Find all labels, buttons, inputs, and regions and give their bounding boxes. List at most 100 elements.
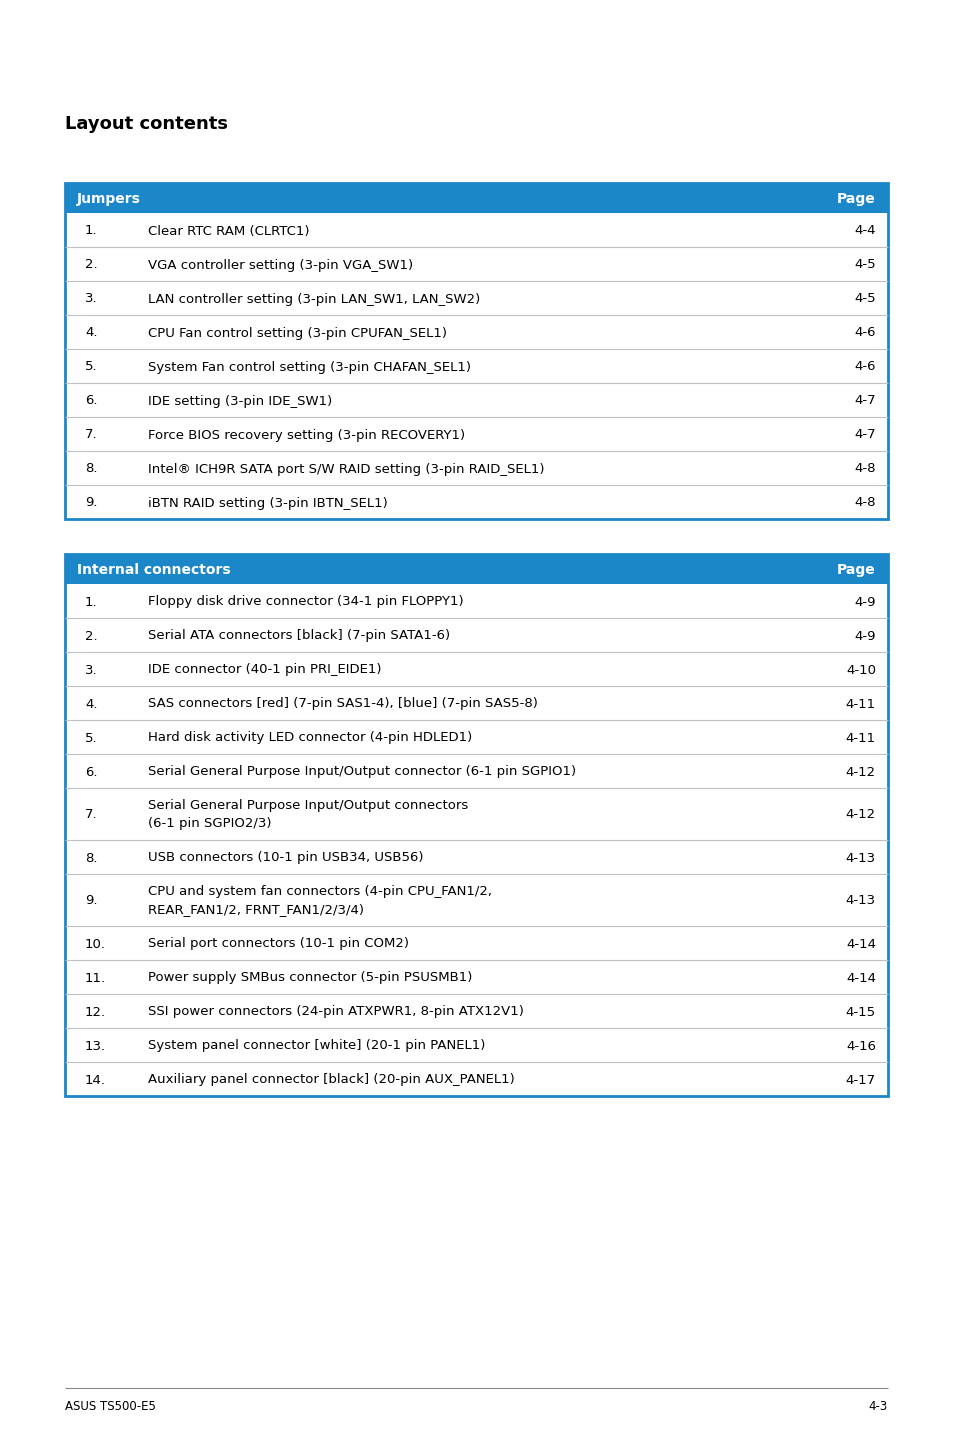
Text: 4-12: 4-12 xyxy=(845,765,875,778)
Text: 4-15: 4-15 xyxy=(845,1005,875,1018)
Text: 5.: 5. xyxy=(85,361,97,374)
Text: SAS connectors [red] (7-pin SAS1-4), [blue] (7-pin SAS5-8): SAS connectors [red] (7-pin SAS1-4), [bl… xyxy=(148,697,537,710)
Text: 5.: 5. xyxy=(85,732,97,745)
Text: 4-3: 4-3 xyxy=(868,1401,887,1414)
Text: 6.: 6. xyxy=(85,394,97,407)
Bar xyxy=(65,452,887,485)
Text: 4-13: 4-13 xyxy=(845,851,875,864)
Text: 4-9: 4-9 xyxy=(854,595,875,608)
Text: 8.: 8. xyxy=(85,851,97,864)
Text: 9.: 9. xyxy=(85,894,97,907)
Text: System Fan control setting (3-pin CHAFAN_SEL1): System Fan control setting (3-pin CHAFAN… xyxy=(148,361,471,374)
Text: 1.: 1. xyxy=(85,224,97,237)
Bar xyxy=(65,874,887,926)
Text: iBTN RAID setting (3-pin IBTN_SEL1): iBTN RAID setting (3-pin IBTN_SEL1) xyxy=(148,496,387,509)
Text: 4-5: 4-5 xyxy=(854,292,875,305)
Text: Serial ATA connectors [black] (7-pin SATA1-6): Serial ATA connectors [black] (7-pin SAT… xyxy=(148,630,450,643)
Bar xyxy=(65,754,887,788)
Text: 2.: 2. xyxy=(85,259,97,272)
Text: 4-13: 4-13 xyxy=(845,894,875,907)
Text: Serial port connectors (10-1 pin COM2): Serial port connectors (10-1 pin COM2) xyxy=(148,938,409,951)
Text: 10.: 10. xyxy=(85,938,106,951)
Bar xyxy=(65,618,887,651)
Bar xyxy=(65,554,887,1096)
Text: 1.: 1. xyxy=(85,595,97,608)
Text: 9.: 9. xyxy=(85,496,97,509)
Text: Hard disk activity LED connector (4-pin HDLED1): Hard disk activity LED connector (4-pin … xyxy=(148,732,472,745)
Text: 8.: 8. xyxy=(85,463,97,476)
Text: System panel connector [white] (20-1 pin PANEL1): System panel connector [white] (20-1 pin… xyxy=(148,1040,485,1053)
Text: 4-8: 4-8 xyxy=(854,463,875,476)
Text: Page: Page xyxy=(837,564,875,577)
Bar xyxy=(65,485,887,519)
Text: 7.: 7. xyxy=(85,429,97,441)
Text: 12.: 12. xyxy=(85,1005,106,1018)
Text: Page: Page xyxy=(837,193,875,206)
Text: LAN controller setting (3-pin LAN_SW1, LAN_SW2): LAN controller setting (3-pin LAN_SW1, L… xyxy=(148,292,479,305)
Bar xyxy=(65,994,887,1028)
Text: 13.: 13. xyxy=(85,1040,106,1053)
Text: Clear RTC RAM (CLRTC1): Clear RTC RAM (CLRTC1) xyxy=(148,224,309,237)
Text: Internal connectors: Internal connectors xyxy=(77,564,231,577)
Text: 4-6: 4-6 xyxy=(854,326,875,339)
Text: ASUS TS500-E5: ASUS TS500-E5 xyxy=(65,1401,155,1414)
Bar xyxy=(65,247,887,280)
Text: Power supply SMBus connector (5-pin PSUSMB1): Power supply SMBus connector (5-pin PSUS… xyxy=(148,972,472,985)
Text: 4-9: 4-9 xyxy=(854,630,875,643)
Text: Force BIOS recovery setting (3-pin RECOVERY1): Force BIOS recovery setting (3-pin RECOV… xyxy=(148,429,465,441)
Text: Auxiliary panel connector [black] (20-pin AUX_PANEL1): Auxiliary panel connector [black] (20-pi… xyxy=(148,1074,515,1087)
Text: Floppy disk drive connector (34-1 pin FLOPPY1): Floppy disk drive connector (34-1 pin FL… xyxy=(148,595,463,608)
Text: CPU and system fan connectors (4-pin CPU_FAN1/2,
REAR_FAN1/2, FRNT_FAN1/2/3/4): CPU and system fan connectors (4-pin CPU… xyxy=(148,886,492,916)
Text: 11.: 11. xyxy=(85,972,106,985)
Text: Serial General Purpose Input/Output connector (6-1 pin SGPIO1): Serial General Purpose Input/Output conn… xyxy=(148,765,576,778)
Bar xyxy=(65,349,887,383)
Text: 4-10: 4-10 xyxy=(845,663,875,676)
Text: 2.: 2. xyxy=(85,630,97,643)
Text: 3.: 3. xyxy=(85,292,97,305)
Bar xyxy=(65,315,887,349)
Text: 4.: 4. xyxy=(85,697,97,710)
Text: USB connectors (10-1 pin USB34, USB56): USB connectors (10-1 pin USB34, USB56) xyxy=(148,851,423,864)
Text: 6.: 6. xyxy=(85,765,97,778)
Text: Jumpers: Jumpers xyxy=(77,193,141,206)
Bar xyxy=(65,926,887,961)
Bar xyxy=(65,383,887,417)
Text: 4-17: 4-17 xyxy=(845,1074,875,1087)
Text: 4.: 4. xyxy=(85,326,97,339)
Text: 4-6: 4-6 xyxy=(854,361,875,374)
Text: 4-11: 4-11 xyxy=(845,697,875,710)
Text: VGA controller setting (3-pin VGA_SW1): VGA controller setting (3-pin VGA_SW1) xyxy=(148,259,413,272)
Text: 4-7: 4-7 xyxy=(854,394,875,407)
Text: 4-12: 4-12 xyxy=(845,808,875,821)
Text: 4-8: 4-8 xyxy=(854,496,875,509)
Bar xyxy=(65,417,887,452)
Bar xyxy=(65,280,887,315)
Bar xyxy=(65,584,887,618)
Text: 7.: 7. xyxy=(85,808,97,821)
Bar xyxy=(65,961,887,994)
Bar xyxy=(65,720,887,754)
Text: SSI power connectors (24-pin ATXPWR1, 8-pin ATX12V1): SSI power connectors (24-pin ATXPWR1, 8-… xyxy=(148,1005,523,1018)
Bar xyxy=(65,840,887,874)
Bar xyxy=(65,1028,887,1063)
Text: 4-5: 4-5 xyxy=(854,259,875,272)
Bar xyxy=(65,788,887,840)
Text: 4-7: 4-7 xyxy=(854,429,875,441)
Bar xyxy=(65,1063,887,1096)
Text: IDE connector (40-1 pin PRI_EIDE1): IDE connector (40-1 pin PRI_EIDE1) xyxy=(148,663,381,676)
Text: IDE setting (3-pin IDE_SW1): IDE setting (3-pin IDE_SW1) xyxy=(148,394,332,407)
Text: Serial General Purpose Input/Output connectors
(6-1 pin SGPIO2/3): Serial General Purpose Input/Output conn… xyxy=(148,800,468,831)
Text: 3.: 3. xyxy=(85,663,97,676)
Text: CPU Fan control setting (3-pin CPUFAN_SEL1): CPU Fan control setting (3-pin CPUFAN_SE… xyxy=(148,326,447,339)
Text: Intel® ICH9R SATA port S/W RAID setting (3-pin RAID_SEL1): Intel® ICH9R SATA port S/W RAID setting … xyxy=(148,463,544,476)
Bar xyxy=(65,686,887,720)
Bar xyxy=(65,183,887,519)
Text: Layout contents: Layout contents xyxy=(65,115,228,132)
Text: 14.: 14. xyxy=(85,1074,106,1087)
Bar xyxy=(65,651,887,686)
Bar xyxy=(65,183,887,213)
Text: 4-16: 4-16 xyxy=(845,1040,875,1053)
Text: 4-4: 4-4 xyxy=(854,224,875,237)
Text: 4-14: 4-14 xyxy=(845,938,875,951)
Bar xyxy=(65,554,887,584)
